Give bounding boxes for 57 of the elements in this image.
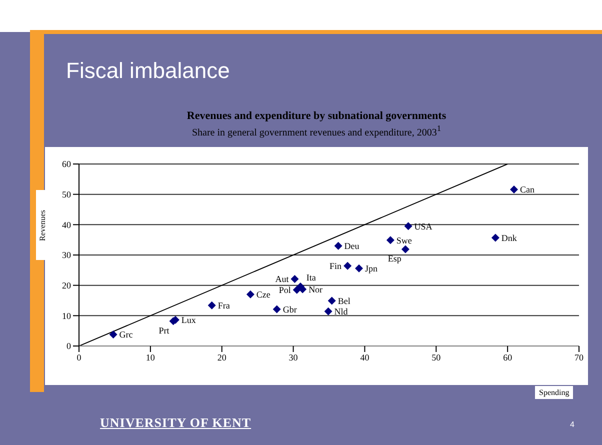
point (355, 264, 363, 272)
y-tick-label: 60 (62, 159, 72, 170)
x-tick-label: 50 (432, 352, 442, 362)
x-axis-title: Spending (535, 386, 574, 399)
point (510, 185, 518, 194)
point (292, 286, 301, 294)
point (109, 330, 118, 338)
text: UNIVERSITY OF KENT (100, 415, 252, 431)
series-label: Nld (334, 306, 348, 317)
series-label: Ita (306, 272, 316, 283)
point (491, 234, 500, 242)
x-tick-label: 10 (146, 352, 156, 362)
series-label: Nor (308, 284, 323, 294)
text: 4 (570, 420, 574, 429)
point (344, 262, 352, 270)
series-label: Grc (119, 330, 133, 340)
series-label: Dnk (501, 232, 518, 243)
point (272, 305, 281, 314)
y-tick-label: 10 (62, 310, 72, 321)
series-label: Fra (218, 300, 230, 311)
x-tick-label: 30 (288, 352, 298, 362)
point (246, 290, 254, 298)
series-label: Prt (158, 325, 170, 336)
series-label: Swe (396, 235, 412, 246)
point (404, 222, 412, 230)
x-tick-label: 40 (360, 352, 370, 362)
x-tick-label: 0 (76, 352, 82, 362)
y-tick-label: 20 (62, 280, 72, 291)
y-tick-label: 0 (66, 341, 72, 352)
y-tick-label: 50 (62, 190, 72, 200)
point (328, 296, 336, 305)
point (401, 245, 410, 254)
series-label: Deu (344, 241, 360, 252)
chart-subtitle: Share in general government revenues and expenditure, 2003$^{1}$ (190, 124, 442, 138)
y-axis-title: Revenues (38, 209, 48, 241)
series-label: Lux (181, 315, 196, 326)
series-label: Esp (388, 253, 402, 264)
point (386, 236, 394, 244)
point (334, 242, 342, 250)
x-tick-label: 70 (574, 352, 584, 362)
point (324, 307, 332, 316)
series-label: Can (520, 184, 535, 195)
y-tick-label: 30 (62, 250, 72, 260)
series-label: Jpn (365, 263, 378, 274)
series-label: Aut (275, 274, 290, 284)
series-label: Pol (278, 285, 292, 296)
x-tick-label: 20 (217, 352, 227, 362)
series-label: Bel (338, 296, 351, 306)
y-tick-label: 40 (62, 220, 72, 230)
series-label: Gbr (282, 304, 297, 314)
x-tick-label: 60 (503, 352, 513, 362)
point (208, 301, 216, 310)
series-label: Cze (256, 290, 270, 300)
chart-title: Revenues and expenditure by subnational governments (186, 110, 448, 122)
text: Fiscal imbalance (66, 58, 230, 84)
point (290, 274, 299, 283)
series-label: Fin (330, 261, 342, 272)
